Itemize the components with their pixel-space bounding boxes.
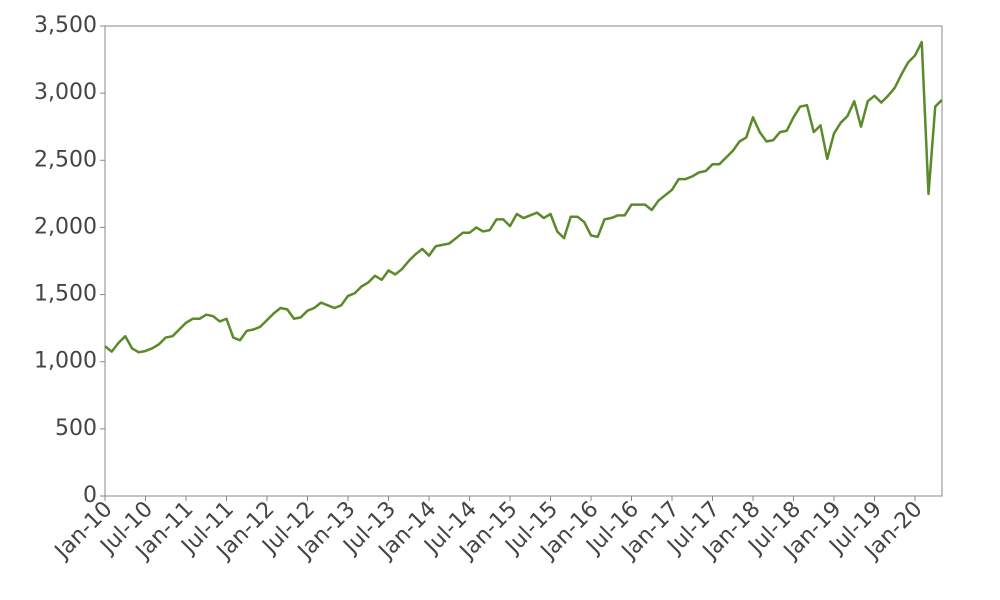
y-tick-label: 1,500 bbox=[34, 282, 97, 307]
y-tick-label: 2,000 bbox=[34, 214, 97, 239]
y-tick-label: 3,000 bbox=[34, 80, 97, 105]
y-tick-label: 2,500 bbox=[34, 147, 97, 172]
plot-frame bbox=[104, 25, 943, 497]
y-tick-label: 3,500 bbox=[34, 13, 97, 38]
y-tick-label: 0 bbox=[83, 483, 97, 508]
y-tick-label: 500 bbox=[55, 416, 97, 441]
line-series bbox=[104, 40, 943, 354]
y-tick-label: 1,000 bbox=[34, 349, 97, 374]
